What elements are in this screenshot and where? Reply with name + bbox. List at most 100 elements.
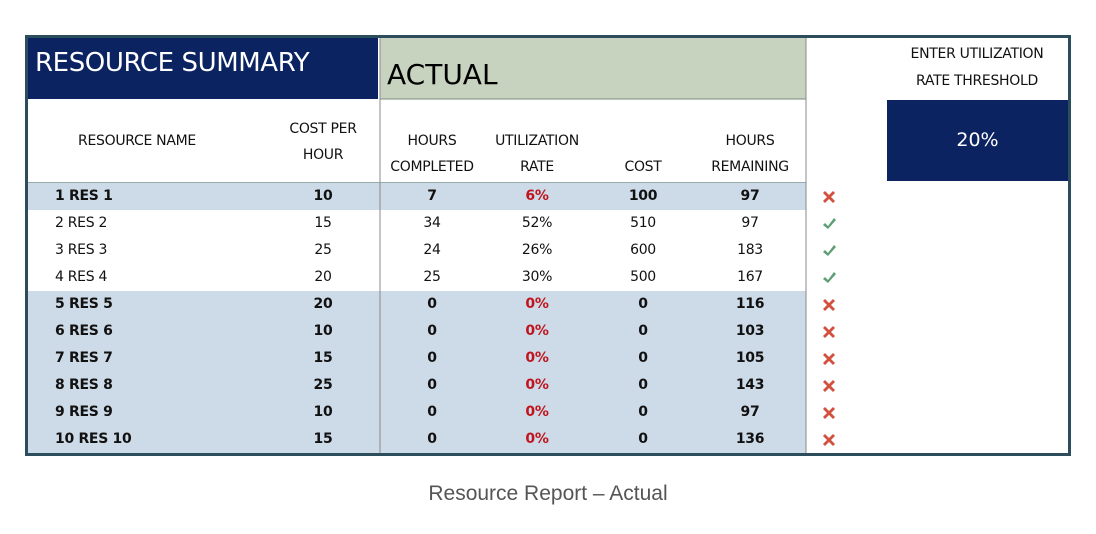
- cell: 0: [638, 350, 648, 366]
- row-bg: [27, 399, 806, 426]
- row-bg: [27, 264, 806, 291]
- cell: 10: [313, 188, 333, 204]
- cell: 103: [735, 323, 765, 339]
- status-icon: [823, 218, 836, 229]
- cell: 0: [427, 296, 437, 312]
- column-header: REMAINING: [711, 159, 789, 175]
- cell: 0: [427, 404, 437, 420]
- threshold-value: 20%: [956, 129, 999, 151]
- cell: 0%: [525, 350, 549, 366]
- threshold-label: RATE THRESHOLD: [916, 73, 1038, 89]
- cell: 0: [427, 431, 437, 447]
- cell: 143: [735, 377, 765, 393]
- row-bg: [27, 318, 806, 345]
- threshold-label: ENTER UTILIZATION: [910, 46, 1044, 62]
- cell: 510: [630, 215, 656, 231]
- cell: 15: [313, 350, 333, 366]
- row-bg: [27, 291, 806, 318]
- cell: 0: [427, 377, 437, 393]
- row-bg: [27, 345, 806, 372]
- status-icon: [823, 245, 836, 256]
- cell: 0%: [525, 404, 549, 420]
- section-bg: [380, 38, 806, 99]
- row-bg: [27, 210, 806, 237]
- row-bg: [27, 183, 806, 210]
- cell: 0: [638, 323, 648, 339]
- cell: 26%: [521, 242, 553, 258]
- cell: 0%: [525, 323, 549, 339]
- resource-name: 4 RES 4: [55, 269, 108, 285]
- column-header: HOURS: [725, 133, 775, 149]
- cell: 6%: [525, 188, 549, 204]
- cell: 136: [735, 431, 765, 447]
- cell: 105: [735, 350, 765, 366]
- cell: 116: [735, 296, 765, 312]
- cell: 0: [638, 431, 648, 447]
- cell: 10: [313, 404, 333, 420]
- title-bg: [28, 38, 378, 99]
- cell: 24: [423, 242, 441, 258]
- cell: 20: [313, 296, 333, 312]
- cell: 97: [741, 215, 759, 231]
- column-header: COMPLETED: [390, 159, 474, 175]
- cell: 25: [313, 377, 333, 393]
- resource-name: 5 RES 5: [55, 296, 113, 312]
- cell: 10: [313, 323, 333, 339]
- status-icon: [823, 407, 835, 419]
- cell: 15: [314, 215, 332, 231]
- cell: 20: [314, 269, 332, 285]
- cell: 97: [740, 404, 760, 420]
- column-header: RESOURCE NAME: [78, 133, 196, 149]
- cell: 0: [638, 296, 648, 312]
- section-title: ACTUAL: [387, 58, 498, 91]
- cell: 100: [628, 188, 658, 204]
- cell: 0%: [525, 431, 549, 447]
- row-bg: [27, 237, 806, 264]
- cell: 167: [737, 269, 763, 285]
- resource-name: 1 RES 1: [55, 188, 113, 204]
- cell: 0: [638, 377, 648, 393]
- cell: 7: [427, 188, 437, 204]
- column-header: COST PER: [289, 121, 357, 137]
- status-icon: [823, 299, 835, 311]
- caption: Resource Report – Actual: [428, 482, 668, 505]
- resource-name: 6 RES 6: [55, 323, 113, 339]
- title: RESOURCE SUMMARY: [35, 48, 310, 78]
- column-header: COST: [624, 159, 662, 175]
- column-header: HOURS: [407, 133, 457, 149]
- cell: 600: [630, 242, 656, 258]
- resource-name: 10 RES 10: [55, 431, 132, 447]
- row-bg: [27, 426, 806, 453]
- cell: 97: [740, 188, 760, 204]
- cell: 0%: [525, 296, 549, 312]
- table-border: [25, 35, 1071, 456]
- row-bg: [27, 372, 806, 399]
- cell: 34: [423, 215, 441, 231]
- cell: 52%: [521, 215, 553, 231]
- cell: 15: [313, 431, 333, 447]
- cell: 183: [737, 242, 763, 258]
- resource-name: 9 RES 9: [55, 404, 113, 420]
- threshold-bg: [887, 100, 1068, 181]
- cell: 0: [427, 350, 437, 366]
- resource-name: 3 RES 3: [55, 242, 108, 258]
- resource-name: 7 RES 7: [55, 350, 113, 366]
- cell: 30%: [521, 269, 553, 285]
- status-icon: [823, 326, 835, 338]
- resource-name: 2 RES 2: [55, 215, 108, 231]
- column-header: RATE: [520, 159, 554, 175]
- status-icon: [823, 380, 835, 392]
- column-header: UTILIZATION: [495, 133, 579, 149]
- column-header: HOUR: [302, 147, 344, 163]
- status-icon: [823, 272, 836, 283]
- cell: 0%: [525, 377, 549, 393]
- cell: 25: [314, 242, 332, 258]
- cell: 25: [423, 269, 441, 285]
- status-icon: [823, 191, 835, 203]
- cell: 500: [630, 269, 656, 285]
- status-icon: [823, 353, 835, 365]
- cell: 0: [638, 404, 648, 420]
- status-icon: [823, 434, 835, 446]
